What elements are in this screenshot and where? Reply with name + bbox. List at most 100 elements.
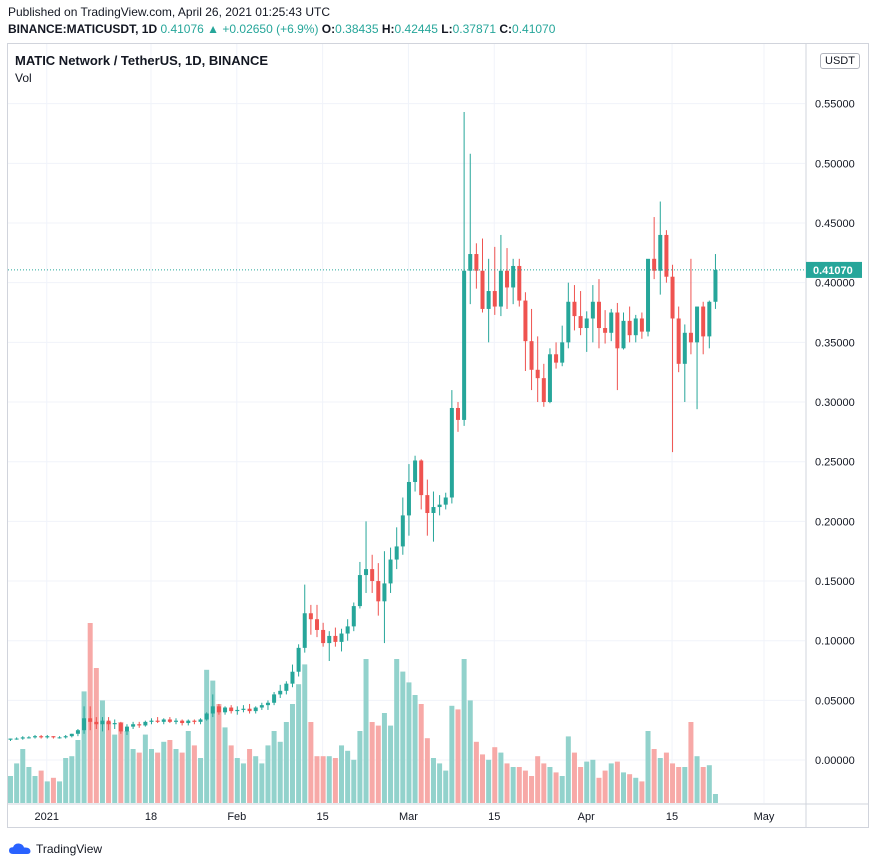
volume-bar: [381, 713, 387, 803]
volume-bar: [81, 691, 87, 803]
candle-body: [186, 720, 191, 724]
candle-body: [406, 481, 411, 516]
volume-bar: [578, 767, 584, 803]
candle-body: [333, 635, 338, 642]
candle-body: [149, 720, 154, 722]
candle-body: [425, 495, 430, 514]
candle-body: [290, 671, 295, 684]
candle-body: [560, 342, 565, 363]
x-tick-label: 15: [666, 811, 678, 823]
candle-body: [554, 354, 559, 363]
y-tick-label: 0.40000: [815, 278, 855, 290]
last-price-tag: [806, 261, 862, 278]
volume-bar: [553, 772, 559, 803]
low-value: 0.37871: [452, 22, 496, 36]
low-label: L:: [441, 22, 453, 36]
candle-body: [584, 318, 589, 329]
volume-bar: [112, 734, 118, 803]
volume-bar: [179, 752, 185, 803]
candle-body: [82, 718, 87, 731]
volume-bar: [234, 758, 240, 803]
volume-bar: [155, 752, 161, 803]
volume-bar: [106, 722, 112, 803]
volume-bar: [357, 731, 363, 803]
volume-bar: [608, 763, 614, 803]
candle-body: [180, 720, 185, 724]
volume-bar: [93, 668, 99, 803]
volume-bar: [480, 754, 486, 803]
volume-bar: [124, 731, 130, 803]
candle-body: [235, 709, 240, 712]
candle-body: [302, 613, 307, 648]
candle-body: [695, 306, 700, 343]
tradingview-wordmark: TradingView: [36, 842, 103, 856]
volume-bar: [541, 763, 547, 803]
candle-body: [664, 234, 669, 277]
volume-bar: [388, 725, 394, 803]
volume-bar: [222, 727, 228, 803]
candle-body: [296, 647, 301, 672]
volume-bar: [38, 770, 44, 803]
candle-body: [646, 258, 651, 332]
volume-bar: [259, 763, 265, 803]
candle-body: [701, 306, 706, 337]
tradingview-logo[interactable]: TradingView: [8, 842, 102, 856]
volume-label: Vol: [15, 71, 32, 85]
candle-body: [167, 719, 172, 722]
candle-body: [547, 354, 552, 403]
candle-body: [308, 613, 313, 620]
candle-body: [682, 332, 687, 364]
x-tick-label: May: [754, 811, 775, 823]
candle-body: [339, 633, 344, 642]
candle-body: [204, 713, 209, 720]
candle-body: [676, 318, 681, 364]
candle-body: [75, 730, 80, 734]
volume-bar: [314, 756, 320, 803]
volume-bar: [486, 759, 492, 803]
candle-body: [431, 507, 436, 514]
candle-body: [351, 606, 356, 627]
volume-bar: [424, 738, 430, 803]
candle-body: [39, 736, 44, 738]
candle-body: [455, 407, 460, 420]
volume-bar: [283, 722, 289, 803]
candle-body: [596, 301, 601, 329]
candle-body: [45, 736, 50, 738]
candle-body: [100, 720, 105, 725]
candle-body: [112, 723, 117, 725]
volume-bar: [663, 752, 669, 803]
candle-body: [529, 341, 534, 370]
volume-bar: [467, 700, 473, 803]
close-value: 0.41070: [512, 22, 556, 36]
close-label: C:: [499, 22, 513, 36]
volume-bar: [639, 781, 645, 803]
volume-bar: [50, 777, 56, 803]
volume-bar: [418, 704, 424, 803]
volume-bar: [8, 776, 13, 803]
volume-bar: [161, 741, 167, 803]
volume-bar: [651, 749, 657, 803]
candle-body: [541, 378, 546, 403]
y-tick-label: 0.05000: [815, 695, 855, 707]
candle-body: [633, 318, 638, 336]
candle-body: [627, 320, 632, 336]
candle-body: [376, 581, 381, 602]
currency-badge[interactable]: USDT: [820, 53, 860, 69]
price-change: 0.41076 ▲ +0.02650 (+6.9%): [160, 22, 319, 36]
candle-body: [370, 569, 375, 582]
candle-body: [284, 683, 289, 691]
volume-bar: [455, 709, 461, 803]
volume-bar: [296, 684, 302, 803]
cloud-icon: [9, 843, 31, 854]
volume-bar: [657, 758, 663, 803]
candle-body: [124, 726, 129, 732]
candle-body: [253, 707, 258, 712]
candle-body: [106, 720, 111, 725]
volume-bar: [682, 767, 688, 803]
candle-body: [33, 736, 38, 738]
volume-bar: [694, 756, 700, 803]
candle-body: [449, 407, 454, 498]
candle-body: [639, 318, 644, 332]
volume-bar: [26, 767, 32, 803]
